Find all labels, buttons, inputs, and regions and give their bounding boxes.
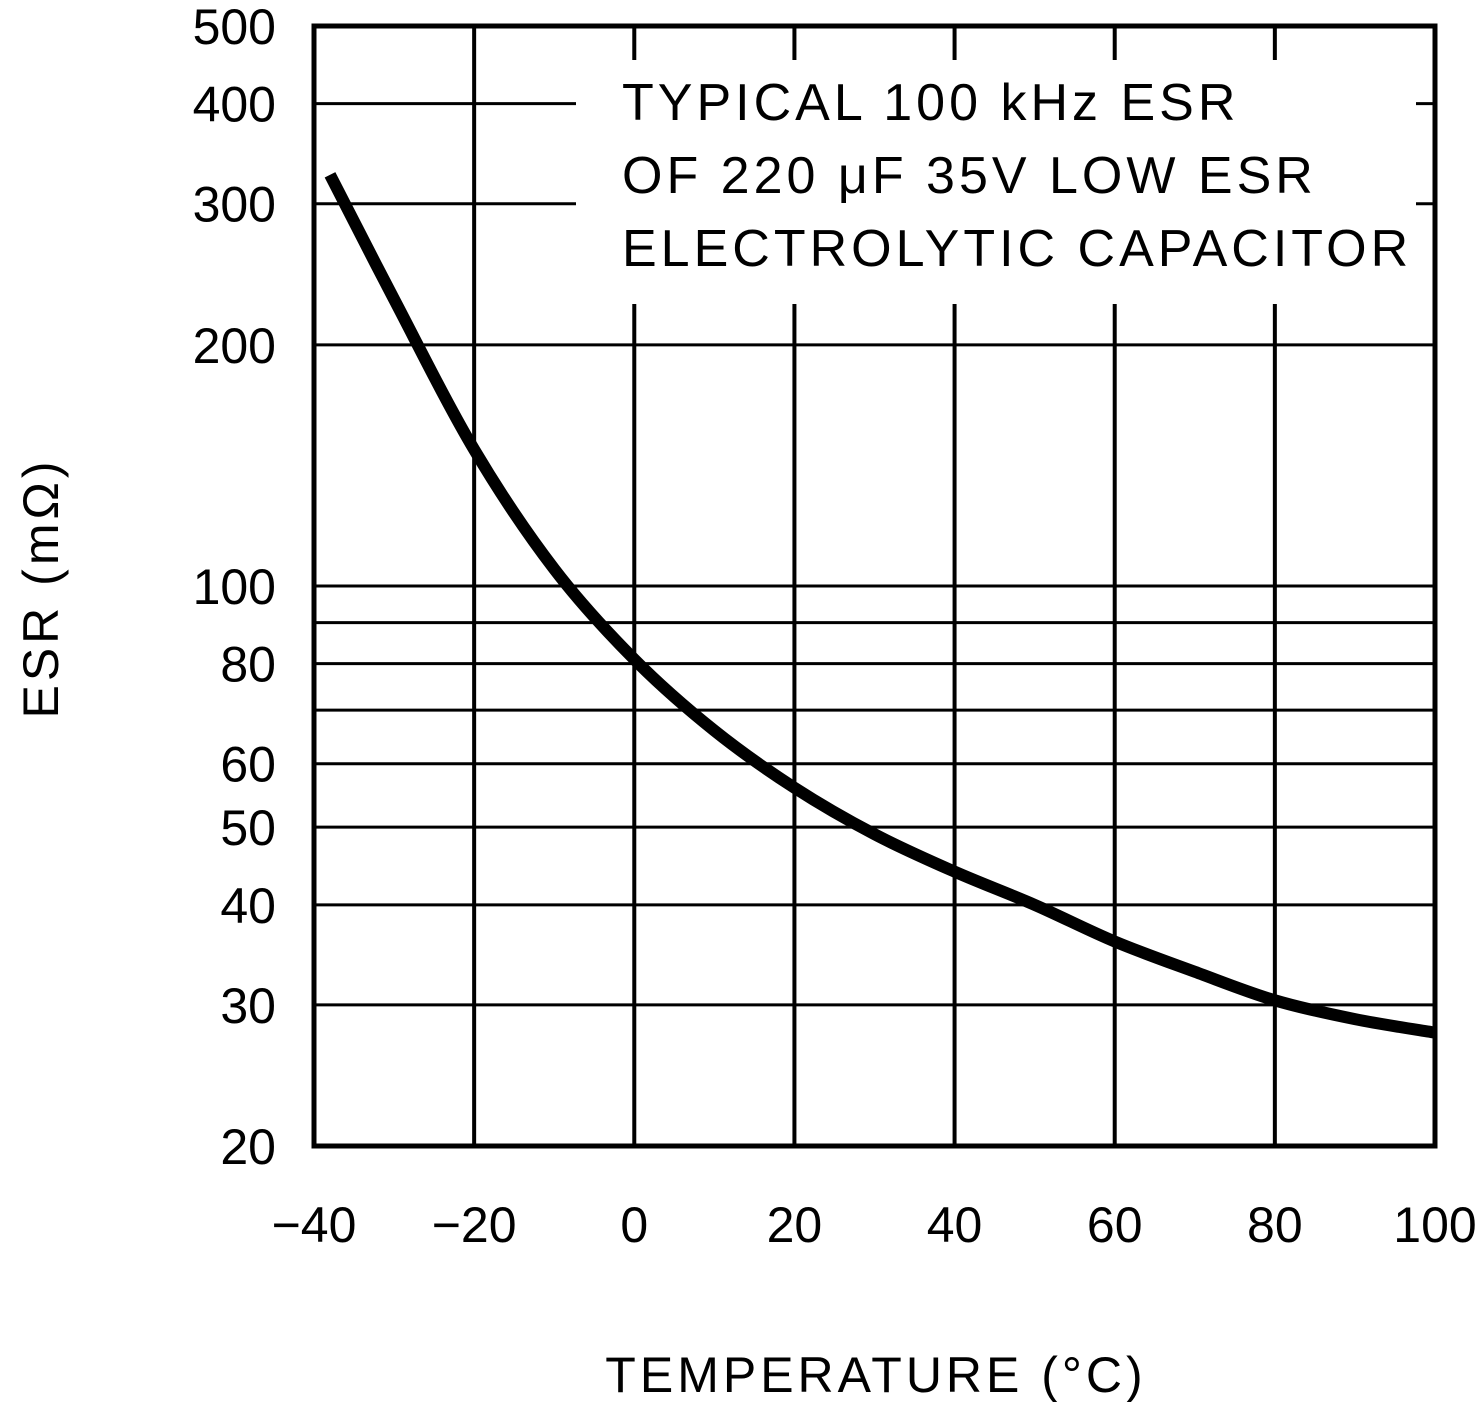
annotation-line-2: OF 220 μF 35V LOW ESR bbox=[622, 147, 1317, 205]
y-tick-label: 50 bbox=[220, 800, 276, 856]
x-tick-label: 0 bbox=[620, 1197, 648, 1253]
x-tick-label: 80 bbox=[1247, 1197, 1303, 1253]
y-axis-tick-labels: 20 30 40 50 60 80 100 200 300 400 500 bbox=[193, 0, 276, 1175]
x-tick-label: 100 bbox=[1393, 1197, 1476, 1253]
esr-curve bbox=[324, 172, 1436, 1039]
x-axis-tick-labels: −40 −20 0 20 40 60 80 100 bbox=[272, 1197, 1477, 1253]
x-tick-label: −20 bbox=[432, 1197, 517, 1253]
y-tick-label: 40 bbox=[220, 878, 276, 934]
y-tick-label: 60 bbox=[220, 737, 276, 793]
y-tick-label: 80 bbox=[220, 637, 276, 693]
annotation-line-1: TYPICAL 100 kHz ESR bbox=[622, 74, 1239, 132]
x-tick-label: 60 bbox=[1087, 1197, 1143, 1253]
y-tick-label: 500 bbox=[193, 0, 276, 55]
x-tick-label: 40 bbox=[927, 1197, 983, 1253]
x-tick-label: −40 bbox=[272, 1197, 357, 1253]
x-axis-title: TEMPERATURE (°C) bbox=[605, 1347, 1146, 1402]
y-tick-label: 30 bbox=[220, 978, 276, 1034]
y-axis-title: ESR (mΩ) bbox=[13, 457, 69, 718]
y-tick-label: 200 bbox=[193, 318, 276, 374]
annotation-text: TYPICAL 100 kHz ESR OF 220 μF 35V LOW ES… bbox=[622, 74, 1412, 278]
y-tick-label: 100 bbox=[193, 559, 276, 615]
y-tick-label: 20 bbox=[220, 1119, 276, 1175]
grid-lines bbox=[314, 26, 1435, 1146]
x-tick-label: 20 bbox=[767, 1197, 823, 1253]
y-tick-label: 400 bbox=[193, 77, 276, 133]
annotation-line-3: ELECTROLYTIC CAPACITOR bbox=[622, 220, 1412, 278]
plot-frame bbox=[311, 23, 1438, 1149]
annotation-background bbox=[576, 60, 1416, 304]
y-tick-label: 300 bbox=[193, 177, 276, 233]
